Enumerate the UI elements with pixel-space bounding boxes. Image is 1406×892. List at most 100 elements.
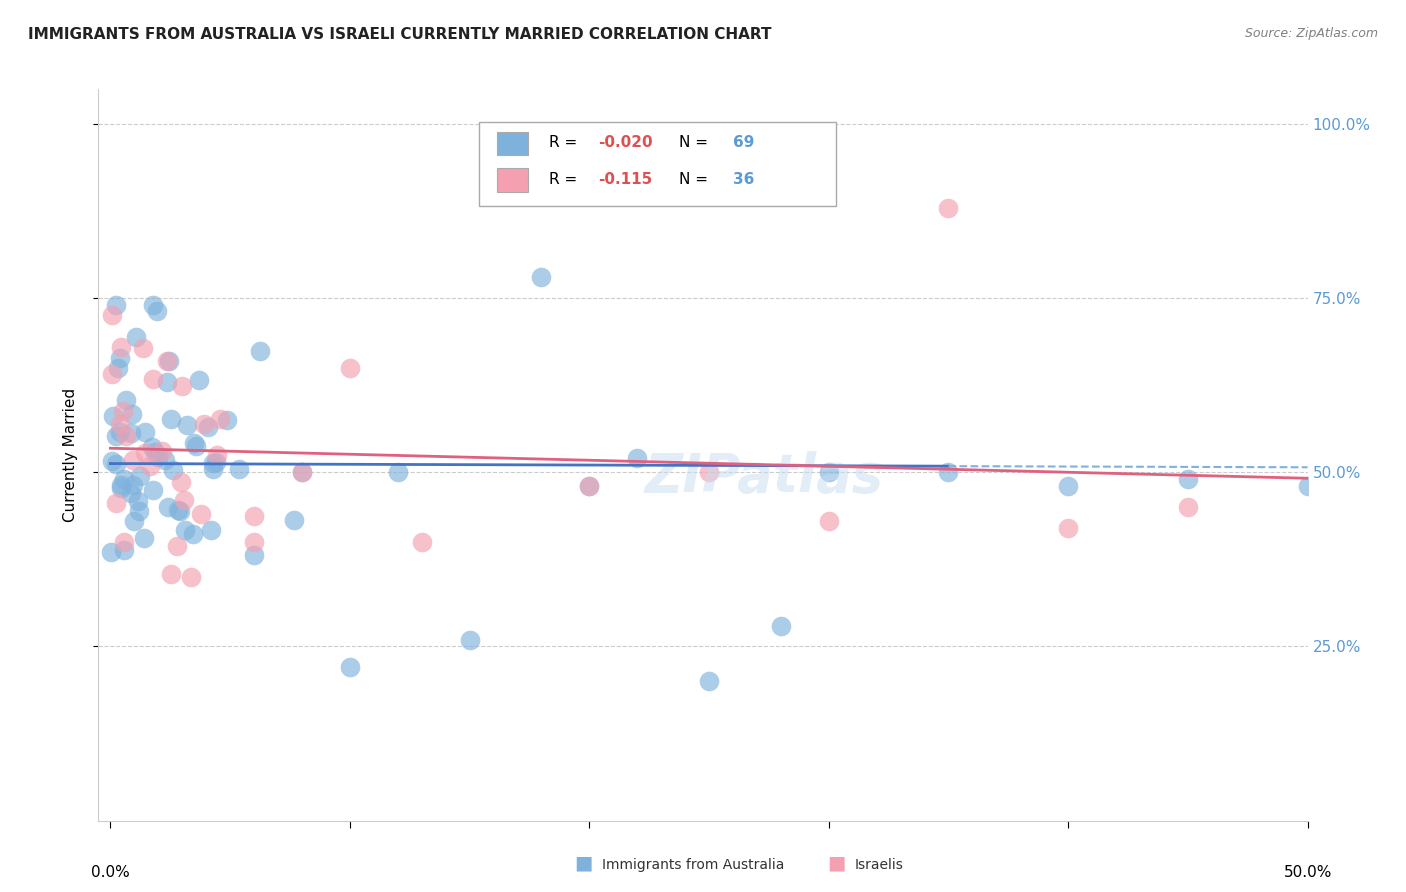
Point [160, 567, 183, 582]
Point [697, 674, 720, 689]
Point [142, 371, 165, 385]
Point [156, 354, 179, 368]
Point [162, 463, 184, 477]
Point [112, 472, 135, 486]
Point [127, 494, 149, 508]
Point [104, 457, 127, 471]
Point [170, 379, 193, 393]
Point [817, 466, 839, 480]
Point [215, 413, 238, 427]
Point [122, 514, 145, 528]
FancyBboxPatch shape [498, 169, 527, 192]
FancyBboxPatch shape [479, 122, 837, 206]
Point [458, 632, 481, 647]
Point [156, 375, 179, 389]
Point [139, 458, 162, 473]
Point [411, 535, 433, 549]
Point [114, 429, 136, 443]
Point [125, 330, 148, 344]
Point [110, 477, 132, 491]
Point [142, 483, 165, 497]
Point [1057, 479, 1080, 493]
Point [243, 535, 266, 549]
Point [249, 343, 271, 358]
Text: N =: N = [679, 171, 713, 186]
Point [339, 660, 361, 674]
Point [208, 412, 231, 426]
Point [1296, 479, 1319, 493]
Text: N =: N = [679, 135, 713, 150]
Point [146, 450, 169, 464]
Point [938, 466, 960, 480]
Point [128, 504, 150, 518]
Point [122, 478, 145, 492]
Point [291, 466, 314, 480]
Point [387, 466, 409, 480]
Point [173, 493, 195, 508]
Point [142, 298, 165, 312]
Point [183, 436, 205, 450]
Point [166, 503, 188, 517]
Point [187, 373, 209, 387]
Point [105, 496, 128, 510]
Point [190, 507, 212, 521]
Point [129, 468, 152, 483]
Point [184, 439, 207, 453]
Point [283, 513, 305, 527]
Point [1057, 521, 1080, 535]
Point [112, 404, 135, 418]
Point [200, 523, 222, 537]
Point [291, 466, 314, 480]
Point [157, 354, 180, 368]
FancyBboxPatch shape [498, 132, 527, 155]
Point [103, 409, 125, 423]
Text: Immigrants from Australia: Immigrants from Australia [602, 858, 785, 872]
Point [120, 486, 142, 500]
Point [181, 526, 204, 541]
Point [197, 420, 219, 434]
Point [769, 618, 792, 632]
Point [134, 425, 156, 439]
Point [530, 270, 553, 285]
Point [107, 361, 129, 376]
Point [626, 451, 648, 466]
Y-axis label: Currently Married: Currently Married [63, 388, 77, 522]
Text: 69: 69 [734, 135, 755, 150]
Point [1177, 472, 1199, 486]
Point [132, 341, 155, 355]
Text: ZIPatlas: ZIPatlas [644, 450, 883, 503]
Text: ■: ■ [574, 854, 593, 872]
Point [110, 340, 132, 354]
Point [108, 417, 131, 432]
Point [141, 440, 163, 454]
Point [155, 453, 177, 467]
Point [100, 544, 122, 558]
Point [110, 481, 132, 495]
Point [202, 456, 225, 470]
Point [339, 360, 361, 375]
Point [105, 298, 128, 312]
Point [146, 303, 169, 318]
Point [169, 504, 191, 518]
Point [108, 351, 131, 366]
Point [176, 418, 198, 433]
Point [578, 479, 600, 493]
Point [180, 570, 202, 584]
Point [114, 393, 136, 408]
Point [170, 475, 193, 490]
Text: 36: 36 [734, 171, 755, 186]
Point [201, 462, 224, 476]
Point [205, 448, 228, 462]
Point [101, 309, 124, 323]
Point [166, 539, 188, 553]
Point [114, 534, 136, 549]
Point [205, 455, 228, 469]
Point [108, 425, 131, 439]
Point [938, 201, 960, 215]
Text: -0.115: -0.115 [598, 171, 652, 186]
Point [105, 429, 128, 443]
Text: R =: R = [550, 171, 588, 186]
Point [112, 543, 135, 558]
Point [228, 461, 250, 475]
Point [817, 514, 839, 528]
